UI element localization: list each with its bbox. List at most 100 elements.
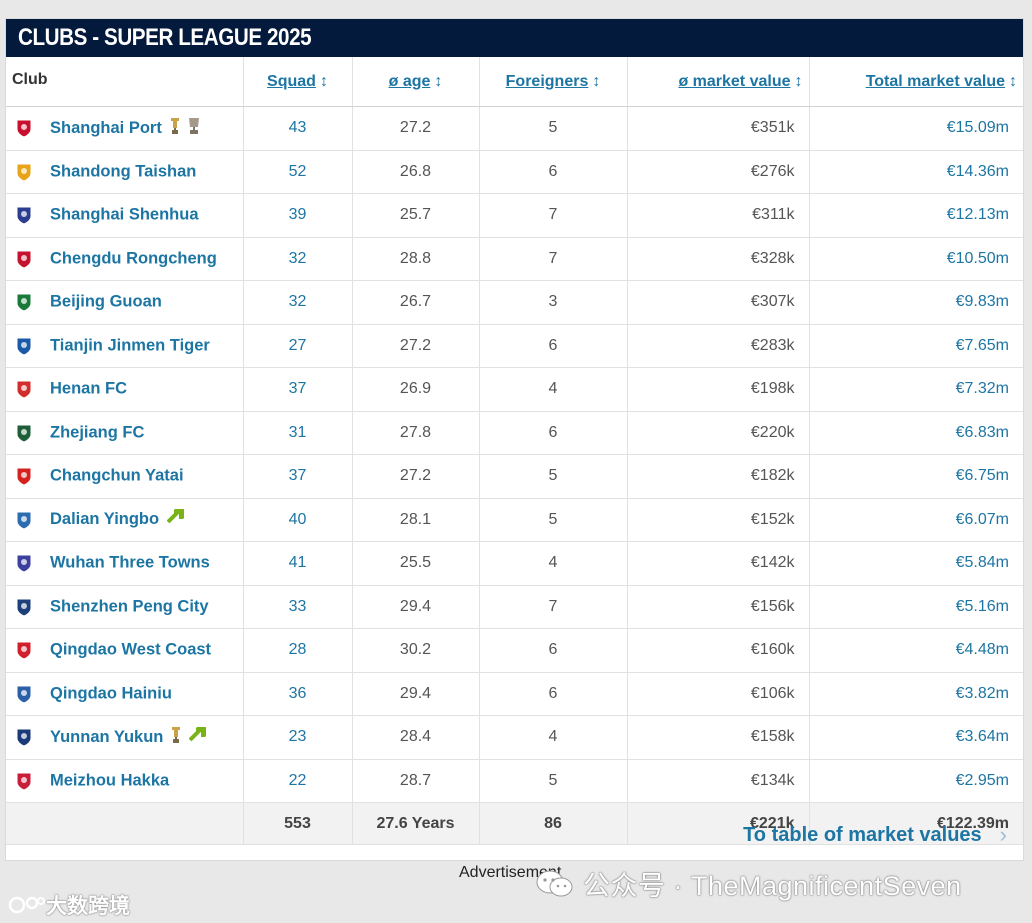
- total-value-cell[interactable]: €4.48m: [808, 628, 1023, 673]
- squad-cell[interactable]: 31: [242, 411, 352, 455]
- squad-cell[interactable]: 27: [242, 324, 352, 368]
- club-crest-icon[interactable]: [14, 771, 34, 791]
- sort-icon[interactable]: ↕: [319, 72, 328, 90]
- squad-cell[interactable]: 43: [242, 106, 352, 151]
- club-crest-icon[interactable]: [14, 292, 34, 312]
- club-crest-icon[interactable]: [14, 118, 34, 138]
- total-value-cell[interactable]: €14.36m: [808, 150, 1023, 194]
- sort-icon[interactable]: ↕: [434, 72, 443, 90]
- age-cell: 30.2: [351, 628, 479, 673]
- squad-cell[interactable]: 22: [242, 759, 352, 803]
- table-row: Chengdu Rongcheng 32 28.8 7 €328k €10.50m: [6, 237, 1023, 281]
- club-crest-icon[interactable]: [14, 205, 34, 225]
- club-crest-icon[interactable]: [14, 162, 34, 182]
- market-values-link[interactable]: To table of market values ›: [743, 822, 1007, 848]
- table-row: Tianjin Jinmen Tiger 27 27.2 6 €283k €7.65m: [6, 324, 1023, 368]
- total-value-cell[interactable]: €7.65m: [808, 324, 1023, 368]
- total-value-cell[interactable]: €10.50m: [808, 237, 1023, 281]
- club-name-link[interactable]: Chengdu Rongcheng: [50, 249, 217, 268]
- sort-link-foreigners[interactable]: Foreigners: [505, 72, 589, 90]
- table-row: Shandong Taishan 52 26.8 6 €276k €14.36m: [6, 150, 1023, 194]
- column-header-avg-value[interactable]: ø market value ↕: [626, 57, 809, 107]
- total-value-cell[interactable]: €5.84m: [808, 541, 1023, 586]
- total-value-cell[interactable]: €15.09m: [808, 106, 1023, 151]
- avg-value-cell: €158k: [626, 715, 809, 760]
- club-crest-icon[interactable]: [14, 466, 34, 486]
- avg-value-cell: €351k: [626, 106, 809, 151]
- total-value-cell[interactable]: €3.64m: [808, 715, 1023, 760]
- club-name-link[interactable]: Shanghai Port: [50, 118, 162, 137]
- market-values-link-label[interactable]: To table of market values: [743, 823, 982, 846]
- total-value-cell[interactable]: €5.16m: [808, 585, 1023, 629]
- sort-icon[interactable]: ↕: [592, 72, 601, 90]
- club-name-link[interactable]: Zhejiang FC: [50, 423, 145, 442]
- table-row: Dalian Yingbo 40 28.1 5 €152k €6.07m: [6, 498, 1023, 542]
- foreigners-cell: 7: [478, 237, 627, 281]
- total-value-cell[interactable]: €6.83m: [808, 411, 1023, 455]
- club-name-link[interactable]: Meizhou Hakka: [50, 771, 170, 790]
- watermark-left-text: 大数跨境: [46, 895, 130, 918]
- club-name-link[interactable]: Shenzhen Peng City: [50, 597, 209, 616]
- table-header-row: Club Squad ↕ ø age ↕ Foreigners ↕ ø market …: [6, 57, 1023, 107]
- club-crest-icon[interactable]: [14, 379, 34, 399]
- club-crest-icon[interactable]: [14, 249, 34, 269]
- club-name-link[interactable]: Beijing Guoan: [50, 292, 162, 311]
- club-name-link[interactable]: Qingdao West Coast: [50, 640, 212, 659]
- club-name-link[interactable]: Tianjin Jinmen Tiger: [50, 336, 210, 355]
- sort-icon[interactable]: ↕: [794, 72, 803, 90]
- column-header-total-value[interactable]: Total market value ↕: [808, 57, 1023, 107]
- squad-cell[interactable]: 32: [242, 280, 352, 325]
- club-name-link[interactable]: Dalian Yingbo: [50, 510, 160, 529]
- squad-cell[interactable]: 23: [242, 715, 352, 760]
- squad-cell[interactable]: 36: [242, 672, 352, 716]
- squad-cell[interactable]: 28: [242, 628, 352, 673]
- sort-link-avg-value[interactable]: ø market value: [678, 72, 791, 90]
- squad-cell[interactable]: 40: [242, 498, 352, 542]
- squad-cell[interactable]: 41: [242, 541, 352, 586]
- column-header-squad[interactable]: Squad ↕: [242, 57, 352, 107]
- club-name-link[interactable]: Henan FC: [50, 379, 128, 398]
- club-cell: Shandong Taishan: [6, 150, 243, 194]
- club-name-link[interactable]: Shandong Taishan: [50, 162, 197, 181]
- totals-label-cell: [6, 802, 243, 845]
- total-value-cell[interactable]: €6.07m: [808, 498, 1023, 542]
- total-value-cell[interactable]: €7.32m: [808, 367, 1023, 412]
- total-value-cell[interactable]: €9.83m: [808, 280, 1023, 325]
- total-value-cell[interactable]: €3.82m: [808, 672, 1023, 716]
- squad-cell[interactable]: 32: [242, 237, 352, 281]
- squad-cell[interactable]: 52: [242, 150, 352, 194]
- club-crest-icon[interactable]: [14, 684, 34, 704]
- club-name-link[interactable]: Changchun Yatai: [50, 466, 184, 485]
- total-value-cell[interactable]: €12.13m: [808, 193, 1023, 238]
- age-cell: 29.4: [351, 672, 479, 716]
- club-crest-icon[interactable]: [14, 510, 34, 530]
- sort-link-age[interactable]: ø age: [388, 72, 431, 90]
- age-cell: 27.2: [351, 106, 479, 151]
- squad-cell[interactable]: 37: [242, 454, 352, 499]
- foreigners-cell: 5: [478, 498, 627, 542]
- squad-cell[interactable]: 37: [242, 367, 352, 412]
- club-crest-icon[interactable]: [14, 423, 34, 443]
- club-crest-icon[interactable]: [14, 597, 34, 617]
- total-value-cell[interactable]: €6.75m: [808, 454, 1023, 499]
- watermark-left: 大数跨境: [8, 890, 130, 920]
- sort-link-total-value[interactable]: Total market value: [865, 72, 1005, 90]
- sort-icon[interactable]: ↕: [1009, 72, 1017, 90]
- club-crest-icon[interactable]: [14, 727, 34, 747]
- sort-link-squad[interactable]: Squad: [267, 72, 316, 90]
- club-name-link[interactable]: Qingdao Hainiu: [50, 684, 172, 703]
- total-value-cell[interactable]: €2.95m: [808, 759, 1023, 803]
- watermark-right-text: 公众号 · TheMagnificentSeven: [583, 871, 962, 901]
- club-crest-icon[interactable]: [14, 553, 34, 573]
- column-header-foreigners[interactable]: Foreigners ↕: [478, 57, 627, 107]
- club-crest-icon[interactable]: [14, 336, 34, 356]
- club-name-link[interactable]: Yunnan Yukun: [50, 727, 164, 746]
- club-name-link[interactable]: Wuhan Three Towns: [50, 553, 210, 572]
- club-name-link[interactable]: Shanghai Shenhua: [50, 205, 199, 224]
- chevron-right-icon[interactable]: ›: [999, 822, 1007, 847]
- squad-cell[interactable]: 39: [242, 193, 352, 238]
- club-crest-icon[interactable]: [14, 640, 34, 660]
- watermark-right: 公众号 · TheMagnificentSeven: [535, 864, 962, 903]
- squad-cell[interactable]: 33: [242, 585, 352, 629]
- column-header-age[interactable]: ø age ↕: [351, 57, 479, 107]
